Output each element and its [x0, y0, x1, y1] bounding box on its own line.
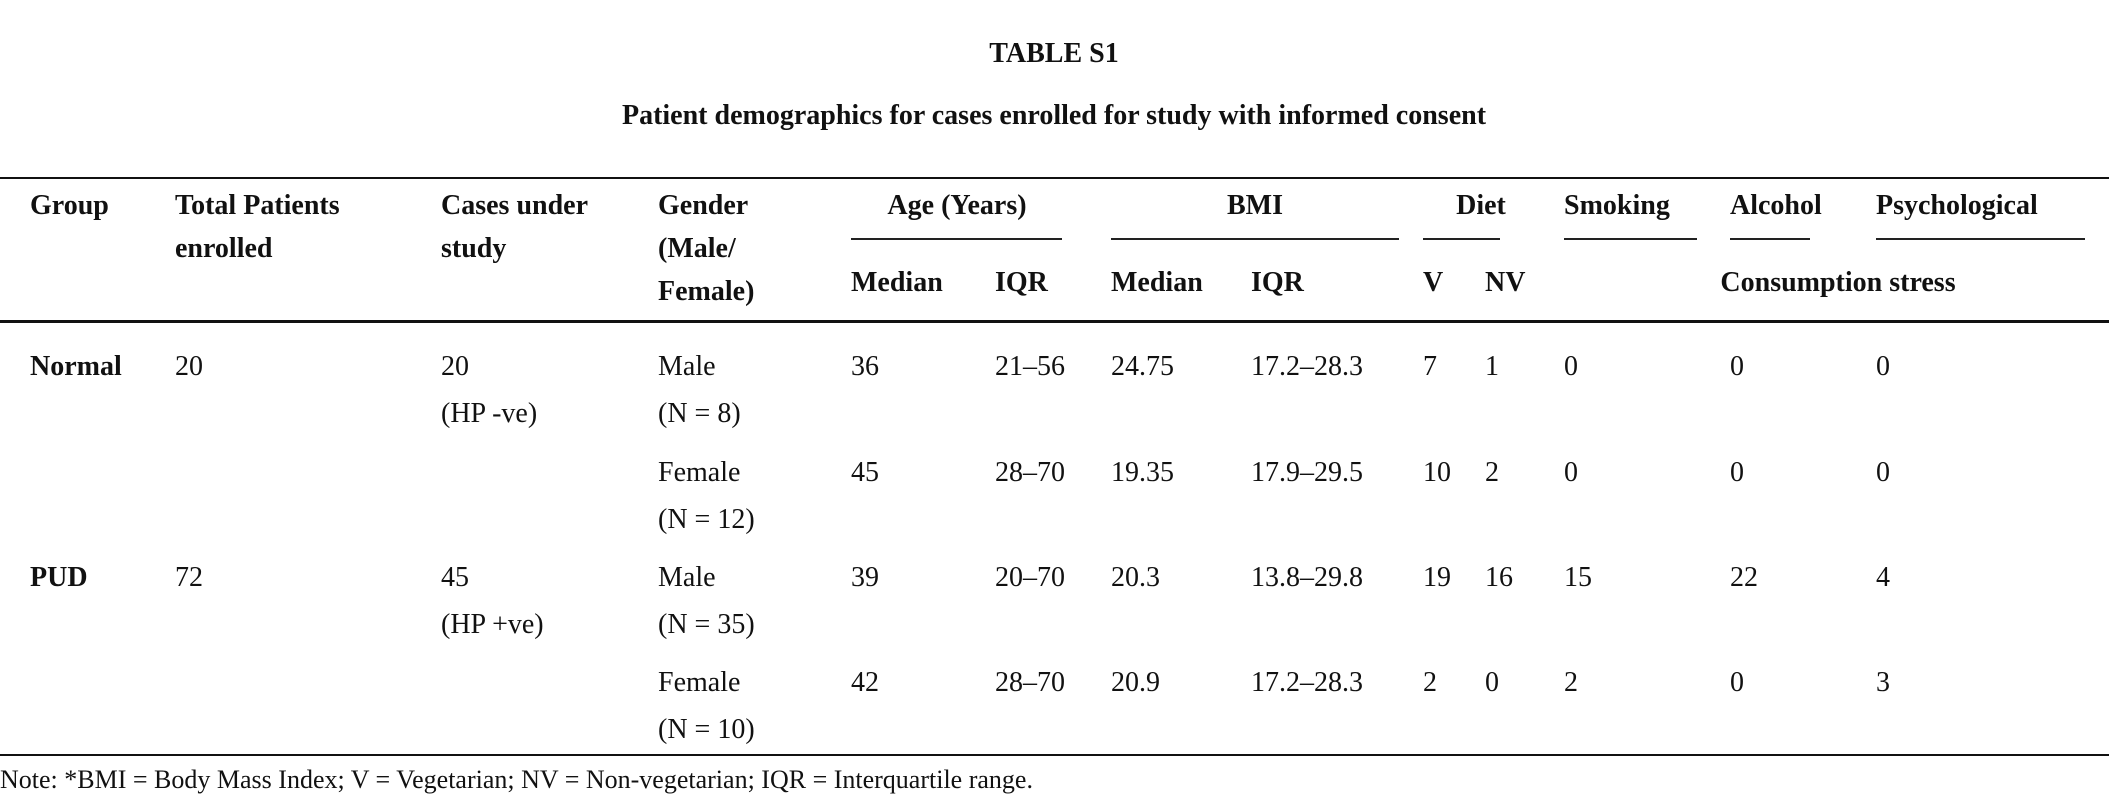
header-diet-v: V [1423, 267, 1444, 298]
cell-smoking: 0 [1564, 457, 1578, 488]
header-diet: Diet [1456, 190, 1506, 221]
cell-gender: Male [658, 562, 716, 593]
table-note: Note: *BMI = Body Mass Index; V = Vegeta… [0, 765, 1033, 794]
header-age-median: Median [851, 267, 943, 298]
alcohol-subrule [1730, 238, 1810, 240]
cell-cases: (HP -ve) [441, 398, 538, 429]
header-bmi-median: Median [1111, 267, 1203, 298]
header-cases-1: Cases under [441, 190, 589, 221]
diet-subrule [1423, 238, 1500, 240]
cell-v: 2 [1423, 667, 1437, 698]
header-total-1: Total Patients [175, 190, 340, 221]
cell-v: 7 [1423, 351, 1437, 382]
cell-alcohol: 22 [1730, 562, 1758, 593]
header-psychological: Psychological [1876, 190, 2038, 221]
header-bmi-iqr: IQR [1251, 267, 1304, 298]
cell-nv: 0 [1485, 667, 1499, 698]
cell-gender: (N = 8) [658, 398, 741, 429]
cell-bmi-iqr: 13.8–29.8 [1251, 562, 1363, 593]
cell-age-iqr: 20–70 [995, 562, 1065, 593]
cell-gender: (N = 10) [658, 714, 755, 745]
cell-gender: Male [658, 351, 716, 382]
header-age-iqr: IQR [995, 267, 1048, 298]
header-alcohol: Alcohol [1730, 190, 1822, 221]
cell-v: 10 [1423, 457, 1451, 488]
header-smoking: Smoking [1564, 190, 1670, 221]
cell-psych: 3 [1876, 667, 1890, 698]
cell-bmi-median: 20.3 [1111, 562, 1160, 593]
cell-age-median: 39 [851, 562, 879, 593]
cell-gender: Female [658, 457, 741, 488]
cell-gender: Female [658, 667, 741, 698]
header-bmi: BMI [1227, 190, 1283, 221]
header-age: Age (Years) [887, 190, 1027, 221]
header-cases-2: study [441, 233, 507, 264]
table-title: Patient demographics for cases enrolled … [621, 100, 1487, 131]
cell-age-iqr: 21–56 [995, 351, 1065, 382]
cell-nv: 16 [1485, 562, 1513, 593]
cell-psych: 4 [1876, 562, 1890, 593]
cell-age-iqr: 28–70 [995, 667, 1065, 698]
cell-age-median: 42 [851, 667, 879, 698]
cell-group: PUD [30, 562, 88, 593]
cell-smoking: 2 [1564, 667, 1578, 698]
smoking-subrule [1564, 238, 1697, 240]
cell-alcohol: 0 [1730, 457, 1744, 488]
cell-gender: (N = 35) [658, 609, 755, 640]
header-consumption-stress: Consumption stress [1720, 267, 1956, 298]
cell-group: Normal [30, 351, 122, 382]
cell-nv: 2 [1485, 457, 1499, 488]
cell-total: 20 [175, 351, 203, 382]
cell-bmi-iqr: 17.2–28.3 [1251, 351, 1363, 382]
cell-age-median: 45 [851, 457, 879, 488]
header-diet-nv: NV [1485, 267, 1526, 298]
top-rule [0, 177, 2109, 179]
cell-age-iqr: 28–70 [995, 457, 1065, 488]
cell-total: 72 [175, 562, 203, 593]
cell-alcohol: 0 [1730, 351, 1744, 382]
cell-psych: 0 [1876, 457, 1890, 488]
bmi-subrule [1111, 238, 1399, 240]
cell-nv: 1 [1485, 351, 1499, 382]
cell-bmi-iqr: 17.2–28.3 [1251, 667, 1363, 698]
cell-v: 19 [1423, 562, 1451, 593]
psychological-subrule [1876, 238, 2085, 240]
header-gender-3: Female) [658, 276, 755, 307]
cell-alcohol: 0 [1730, 667, 1744, 698]
header-total-2: enrolled [175, 233, 273, 264]
cell-cases: 20 [441, 351, 469, 382]
header-rule [0, 320, 2109, 323]
age-subrule [851, 238, 1062, 240]
cell-age-median: 36 [851, 351, 879, 382]
cell-psych: 0 [1876, 351, 1890, 382]
cell-bmi-iqr: 17.9–29.5 [1251, 457, 1363, 488]
header-gender-2: (Male/ [658, 233, 736, 264]
cell-smoking: 15 [1564, 562, 1592, 593]
cell-smoking: 0 [1564, 351, 1578, 382]
cell-gender: (N = 12) [658, 504, 755, 535]
cell-bmi-median: 24.75 [1111, 351, 1174, 382]
bottom-rule [0, 754, 2109, 756]
header-group: Group [30, 190, 109, 221]
cell-bmi-median: 20.9 [1111, 667, 1160, 698]
cell-cases: (HP +ve) [441, 609, 544, 640]
header-gender-1: Gender [658, 190, 749, 221]
table-label: TABLE S1 [989, 38, 1119, 69]
cell-cases: 45 [441, 562, 469, 593]
cell-bmi-median: 19.35 [1111, 457, 1174, 488]
